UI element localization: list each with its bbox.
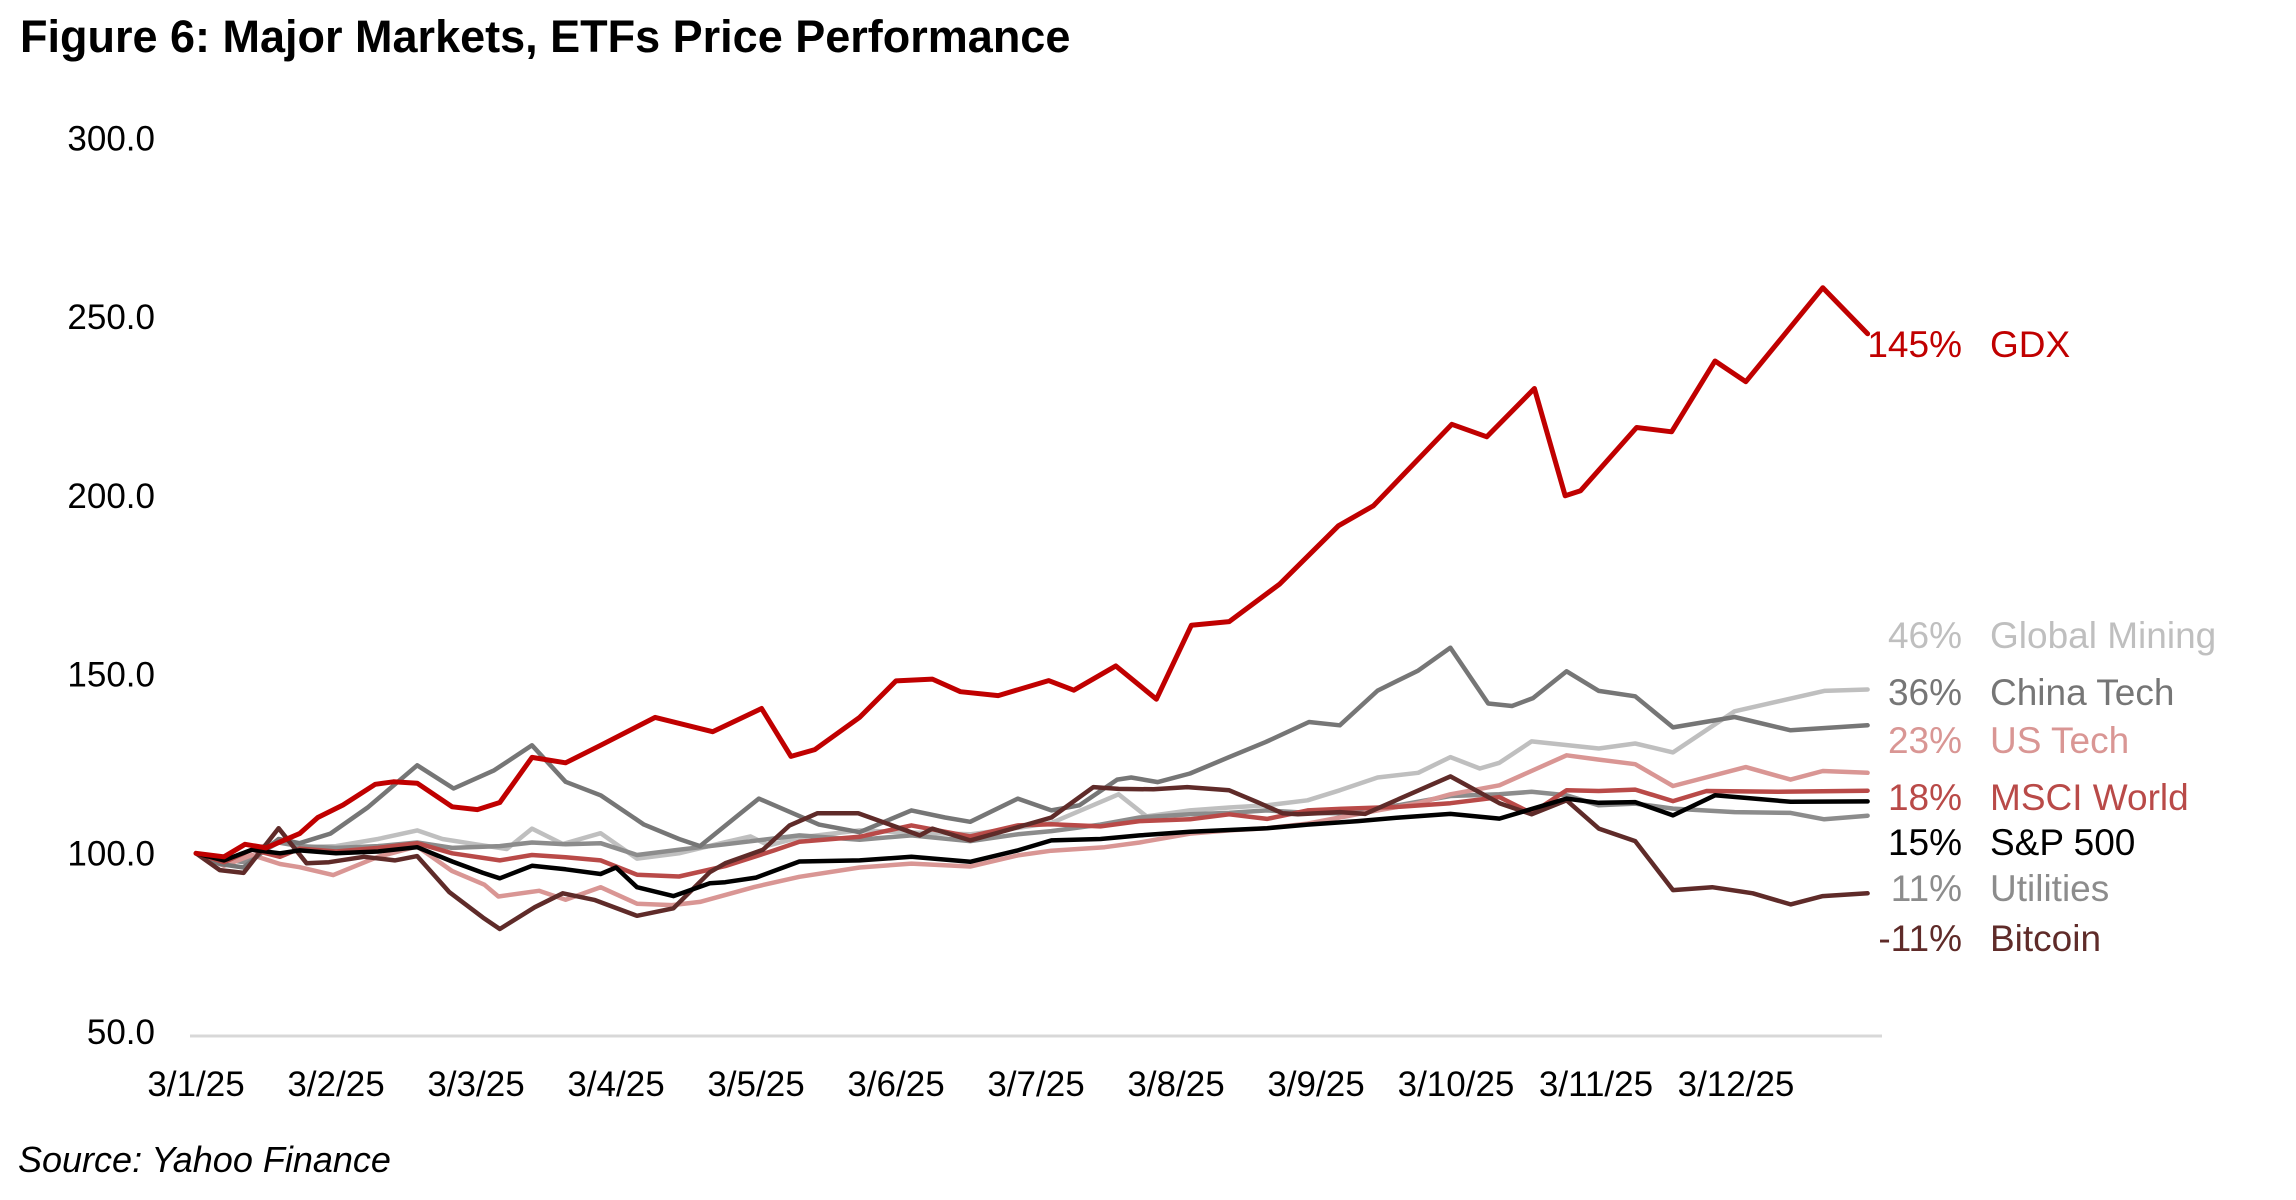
y-tick-label: 50.0 bbox=[87, 1013, 155, 1052]
legend-label-msci-world: MSCI World bbox=[1990, 777, 2189, 818]
legend-label-us-tech: US Tech bbox=[1990, 720, 2129, 761]
y-tick-label: 150.0 bbox=[67, 656, 155, 695]
y-tick-label: 200.0 bbox=[67, 477, 155, 516]
legend-label-gdx: GDX bbox=[1990, 324, 2070, 365]
legend-label-utilities: Utilities bbox=[1990, 868, 2109, 909]
legend-label-global-mining: Global Mining bbox=[1990, 615, 2216, 656]
x-tick-label: 3/12/25 bbox=[1678, 1065, 1795, 1104]
x-tick-label: 3/11/25 bbox=[1539, 1065, 1653, 1104]
legend-pct-gdx: 145% bbox=[1867, 324, 1962, 365]
x-tick-label: 3/2/25 bbox=[287, 1065, 384, 1104]
x-tick-label: 3/6/25 bbox=[847, 1065, 944, 1104]
legend-label-china-tech: China Tech bbox=[1990, 672, 2174, 713]
x-tick-label: 3/9/25 bbox=[1267, 1065, 1364, 1104]
legend-pct-msci-world: 18% bbox=[1888, 777, 1962, 818]
x-axis-labels: 3/1/25 3/2/25 3/3/25 3/4/25 3/5/25 3/6/25 3/7/… bbox=[147, 1065, 1794, 1104]
legend-pct-bitcoin: -11% bbox=[1878, 918, 1962, 959]
series-line-s-p-500 bbox=[193, 793, 1870, 899]
x-tick-label: 3/1/25 bbox=[147, 1065, 244, 1104]
x-tick-label: 3/5/25 bbox=[707, 1065, 804, 1104]
legend-pct-global-mining: 46% bbox=[1888, 615, 1962, 656]
x-tick-label: 3/10/25 bbox=[1398, 1065, 1515, 1104]
y-tick-label: 100.0 bbox=[67, 834, 155, 873]
source-note: Source: Yahoo Finance bbox=[18, 1139, 391, 1180]
y-axis-labels: 300.0 250.0 200.0 150.0 100.0 50.0 bbox=[67, 119, 155, 1052]
x-tick-label: 3/4/25 bbox=[567, 1065, 664, 1104]
legend-pct-s-p-500: 15% bbox=[1888, 822, 1962, 863]
legend-pct-utilities: 11% bbox=[1891, 868, 1962, 909]
legend-label-bitcoin: Bitcoin bbox=[1990, 918, 2101, 959]
legend: 46% Global Mining 11% Utilities 23% US Tech 36… bbox=[1867, 324, 2216, 959]
x-tick-label: 3/3/25 bbox=[427, 1065, 524, 1104]
legend-label-s-p-500: S&P 500 bbox=[1990, 822, 2135, 863]
legend-pct-us-tech: 23% bbox=[1888, 720, 1962, 761]
series-line-china-tech bbox=[193, 645, 1870, 870]
y-tick-label: 250.0 bbox=[67, 298, 155, 337]
x-tick-label: 3/7/25 bbox=[987, 1065, 1084, 1104]
y-tick-label: 300.0 bbox=[67, 119, 155, 158]
series-lines bbox=[193, 285, 1871, 932]
legend-pct-china-tech: 36% bbox=[1888, 672, 1962, 713]
series-line-gdx bbox=[193, 285, 1871, 860]
x-tick-label: 3/8/25 bbox=[1127, 1065, 1224, 1104]
chart-title: Figure 6: Major Markets, ETFs Price Perf… bbox=[20, 11, 1070, 62]
